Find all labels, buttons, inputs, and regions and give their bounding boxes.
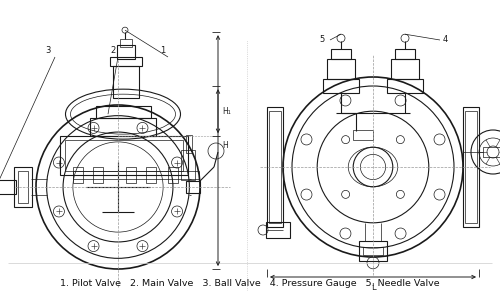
Bar xyxy=(18,171,28,203)
Bar xyxy=(90,118,156,136)
Bar xyxy=(483,147,500,157)
Bar xyxy=(93,167,103,183)
Text: 2: 2 xyxy=(110,46,116,55)
Bar xyxy=(331,49,351,59)
Text: 5: 5 xyxy=(320,34,325,44)
Bar xyxy=(186,135,192,153)
Text: L: L xyxy=(370,283,376,292)
Bar xyxy=(113,66,139,98)
Bar xyxy=(73,167,83,183)
Bar xyxy=(267,107,283,227)
Bar xyxy=(363,247,383,255)
Bar xyxy=(73,171,199,179)
Bar xyxy=(395,49,415,59)
Bar xyxy=(186,181,200,193)
Bar xyxy=(96,106,151,118)
Text: H: H xyxy=(222,141,228,150)
Bar xyxy=(110,57,142,66)
Bar xyxy=(120,39,132,47)
Bar xyxy=(65,140,183,171)
Bar xyxy=(0,180,16,194)
Bar xyxy=(126,167,136,183)
Bar xyxy=(323,79,359,93)
Bar xyxy=(146,167,156,183)
Bar xyxy=(465,111,477,223)
Bar xyxy=(181,150,195,180)
Bar xyxy=(463,107,479,227)
Bar xyxy=(168,167,178,183)
Bar xyxy=(266,222,290,238)
Bar xyxy=(117,45,135,59)
Bar xyxy=(14,167,32,207)
Bar xyxy=(387,79,423,93)
Bar xyxy=(327,59,355,79)
Text: H₁: H₁ xyxy=(222,107,231,116)
Bar xyxy=(60,136,188,175)
Bar xyxy=(353,130,373,140)
Bar xyxy=(391,59,419,79)
Bar xyxy=(269,111,281,223)
Text: 3: 3 xyxy=(46,46,51,55)
Text: 1. Pilot Valve   2. Main Valve   3. Ball Valve   4. Pressure Gauge   5. Needle V: 1. Pilot Valve 2. Main Valve 3. Ball Val… xyxy=(60,279,440,289)
Bar xyxy=(359,241,387,261)
Text: 1: 1 xyxy=(160,46,166,55)
Text: 4: 4 xyxy=(443,34,448,44)
